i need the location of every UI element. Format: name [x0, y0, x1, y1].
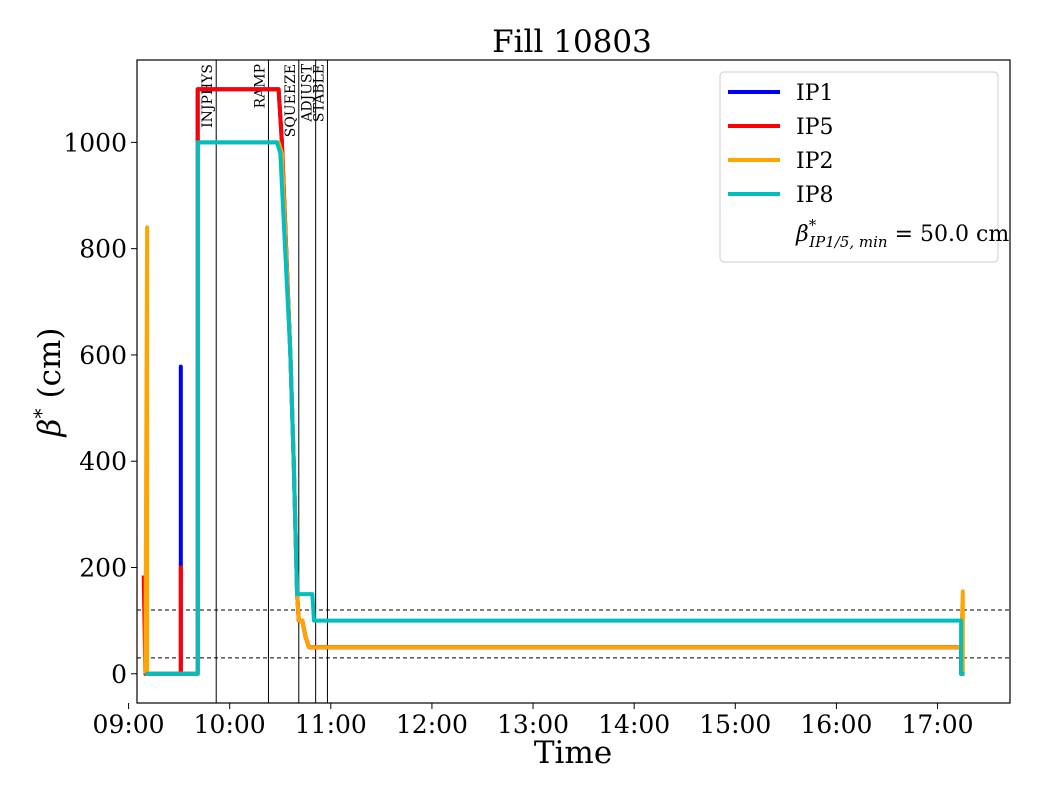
phase-label-stable: STABLE [311, 64, 327, 122]
phase-label-adjust: ADJUST [300, 63, 316, 122]
legend-annotation: β* IP1/5, min = 50.0 cm [795, 216, 1009, 251]
x-tick-label: 10:00 [194, 710, 266, 739]
x-tick-label: 15:00 [699, 710, 771, 739]
legend-label-ip8: IP8 [796, 183, 834, 208]
legend-annotation-symbol: β [795, 222, 809, 247]
legend-annotation-sub: IP1/5, min [808, 233, 887, 251]
y-axis-label-sup: * [29, 409, 53, 419]
y-tick-label: 1000 [63, 128, 127, 157]
y-axis: 0 200 400 600 800 1000 [63, 128, 137, 689]
x-axis: 09:00 10:00 11:00 12:00 13:00 14:00 15:00 16:00… [93, 703, 974, 739]
legend-label-ip1: IP1 [796, 81, 834, 106]
series-group [141, 87, 965, 676]
series-line-ip8 [145, 140, 965, 676]
plot-frame [136, 59, 1011, 704]
legend-box [719, 71, 999, 263]
chart-title: Fill 10803 [492, 24, 652, 60]
legend-annotation-sup: * [809, 216, 817, 234]
phase-label-ramp: RAMP [252, 64, 268, 108]
y-tick-label: 800 [79, 235, 127, 264]
y-axis-label-unit: (cm) [32, 328, 68, 399]
x-tick-label: 17:00 [902, 710, 974, 739]
legend-annotation-value: = 50.0 cm [888, 222, 1010, 247]
y-axis-label-symbol: β [32, 419, 68, 438]
phase-label-squeeze: SQUEEZE [283, 64, 299, 137]
y-tick-label: 400 [79, 447, 127, 476]
x-axis-label: Time [534, 735, 612, 771]
legend: IP1 IP5 IP2 IP8 β* IP1/5, min = 50.0 cm [719, 71, 1009, 263]
legend-entries: IP1 IP5 IP2 IP8 [728, 81, 834, 208]
legend-label-ip5: IP5 [796, 115, 834, 140]
x-tick-label: 16:00 [800, 710, 872, 739]
y-tick-label: 0 [111, 660, 127, 689]
plot-area [137, 609, 1010, 659]
phase-label-injphys: INJPHYS [200, 64, 216, 128]
x-tick-label: 09:00 [93, 710, 165, 739]
y-tick-label: 600 [79, 341, 127, 370]
y-axis-label: β* (cm) [29, 328, 68, 438]
x-tick-label: 11:00 [295, 710, 367, 739]
x-tick-label: 13:00 [497, 710, 569, 739]
y-tick-label: 200 [79, 553, 127, 582]
x-tick-label: 12:00 [396, 710, 468, 739]
x-tick-label: 14:00 [598, 710, 670, 739]
legend-label-ip2: IP2 [796, 149, 834, 174]
